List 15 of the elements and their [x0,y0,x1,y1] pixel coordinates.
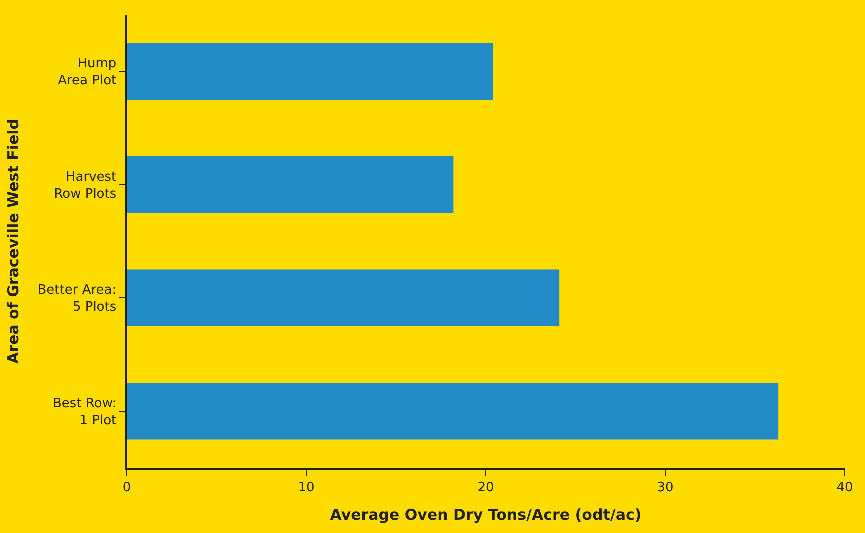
bar [127,43,494,100]
y-axis-title: Area of Graceville West Field [4,118,23,364]
x-tick-label: 20 [478,480,494,496]
x-tick-label: 30 [657,480,674,496]
bar [127,383,779,440]
x-tick-label: 10 [298,480,315,496]
bar [127,156,454,214]
y-tick-label: Harvest Row Plots [54,170,117,202]
y-tick-label: Best Row: 1 Plot [53,396,117,428]
y-tick-label: Better Area: 5 Plots [38,283,117,316]
x-axis-title: Average Oven Dry Tons/Acre (odt/ac) [330,506,642,524]
x-tick-label: 40 [836,480,854,496]
y-tick-label: Hump Area Plot [58,56,117,89]
x-tick-label: 0 [122,480,132,496]
bar [127,270,560,326]
